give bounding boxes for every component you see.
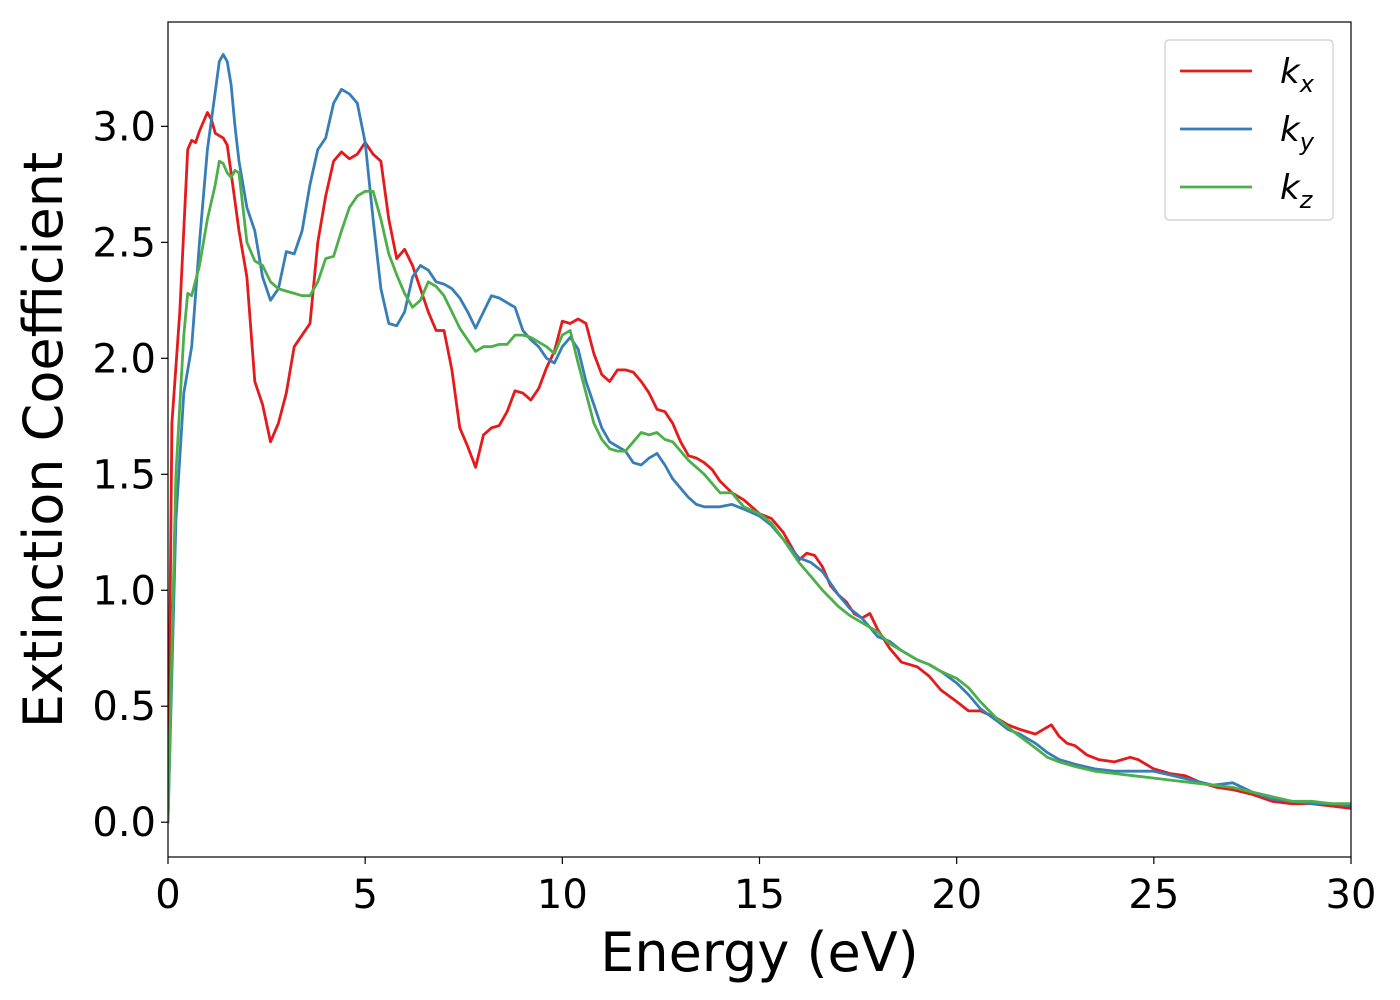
series-line-ky [168, 53, 1351, 824]
series-line-kz [168, 159, 1351, 824]
y-tick-label: 2.5 [92, 220, 156, 266]
series-line-kx [168, 111, 1351, 824]
y-tick-label: 3.0 [92, 104, 156, 150]
y-tick-label: 1.5 [92, 452, 156, 498]
x-tick-label: 0 [155, 872, 180, 918]
x-tick-label: 20 [931, 872, 982, 918]
y-tick-label: 1.0 [92, 568, 156, 614]
y-axis-label: Extinction Coefficient [12, 152, 75, 728]
series-layer [168, 53, 1351, 824]
ticks-layer: 0 5 10 15 20 25 30 0.0 0.5 1.0 1.5 2.0 2.5 3.0 [92, 104, 1376, 918]
x-tick-label: 25 [1128, 872, 1179, 918]
y-tick-label: 0.0 [92, 800, 156, 846]
x-tick-label: 30 [1326, 872, 1377, 918]
y-tick-label: 0.5 [92, 684, 156, 730]
x-tick-label: 15 [734, 872, 785, 918]
x-tick-label: 5 [352, 872, 377, 918]
x-tick-label: 10 [537, 872, 588, 918]
x-axis-label: Energy (eV) [600, 921, 919, 984]
y-tick-label: 2.0 [92, 336, 156, 382]
